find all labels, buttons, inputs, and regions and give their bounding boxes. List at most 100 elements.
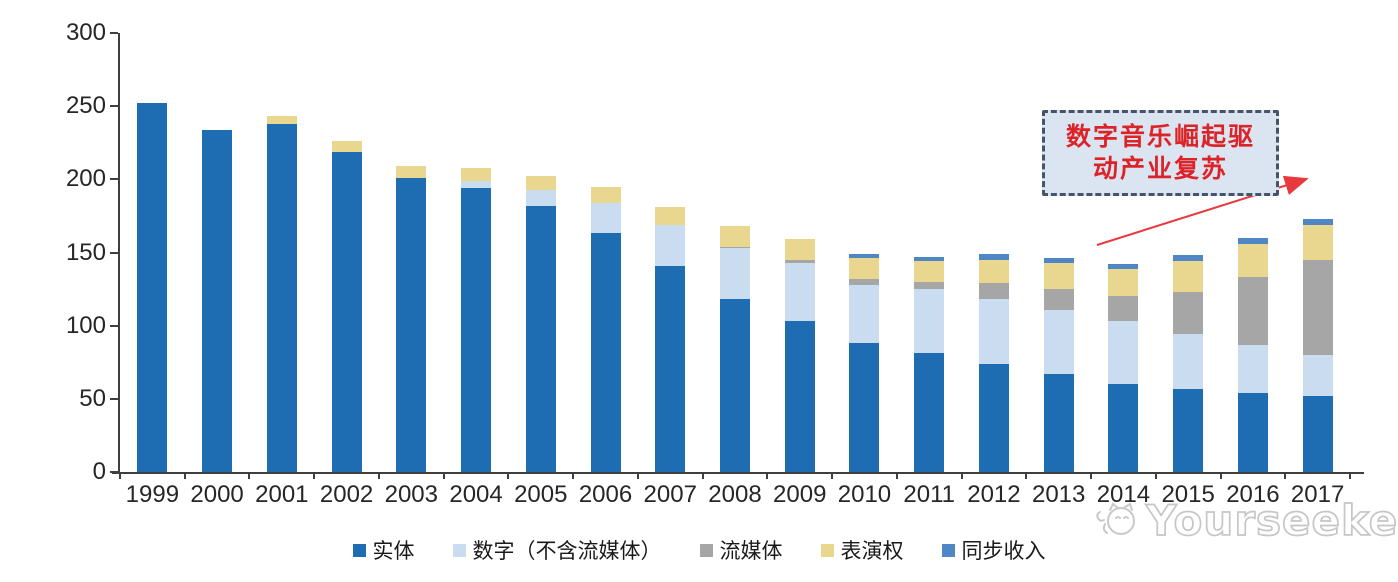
x-axis-tick	[895, 472, 898, 479]
bar-segment	[525, 189, 556, 206]
x-axis-tick	[1025, 472, 1028, 479]
bar-segment	[1302, 259, 1333, 355]
x-axis-tick	[442, 472, 445, 479]
x-axis-label: 2007	[643, 481, 697, 508]
y-axis-tick	[110, 32, 118, 34]
bar-segment	[590, 233, 621, 472]
bar-column-2008	[720, 226, 750, 472]
bar-segment	[784, 259, 815, 263]
bar-segment	[784, 321, 815, 472]
legend-swatch-icon	[352, 543, 366, 557]
x-axis-tick	[1090, 472, 1093, 479]
bar-segment	[1043, 309, 1074, 374]
y-axis-label: 0	[92, 458, 106, 485]
x-axis-label: 2009	[773, 481, 827, 508]
legend-label: 表演权	[840, 540, 904, 563]
bar-segment	[461, 180, 492, 189]
bar-segment	[849, 254, 880, 259]
x-axis-label: 2010	[837, 481, 892, 508]
bar-column-2005	[525, 176, 556, 472]
bar-column-2012	[978, 254, 1009, 472]
bar-segment	[720, 226, 750, 247]
y-axis-tick	[110, 251, 118, 254]
y-axis-label: 200	[65, 165, 106, 193]
y-axis-tick	[110, 397, 118, 400]
y-axis-tick	[110, 324, 118, 327]
x-axis-label: 2017	[1290, 481, 1345, 508]
legend-item: 流媒体	[699, 535, 783, 565]
bar-segment	[1108, 384, 1139, 472]
bar-column-2010	[849, 254, 880, 472]
bar-segment	[914, 289, 945, 354]
x-axis-label: 2000	[190, 481, 244, 508]
bar-segment	[1173, 255, 1204, 262]
y-axis-label: 150	[65, 238, 106, 266]
x-axis-label: 2011	[903, 481, 955, 508]
y-axis-tick	[110, 178, 118, 181]
bar-segment	[720, 246, 750, 249]
bar-segment	[1173, 388, 1204, 472]
legend-item: 实体	[352, 535, 415, 565]
bar-segment	[1237, 392, 1268, 472]
x-axis-label: 1999	[125, 481, 180, 508]
bar-segment	[1108, 264, 1139, 269]
bar-segment	[1108, 296, 1139, 322]
bar-segment	[914, 281, 945, 290]
bar-column-2009	[784, 239, 815, 472]
x-axis-label: 2014	[1096, 481, 1151, 508]
legend: 实体 数字（不含流媒体） 流媒体 表演权 同步收入	[0, 535, 1398, 565]
bar-segment	[396, 166, 427, 178]
x-axis-label: 2013	[1031, 481, 1086, 508]
bar-column-2011	[914, 256, 945, 472]
bar-column-2013	[1043, 258, 1074, 472]
bar-segment	[1108, 321, 1139, 385]
bar-segment	[978, 363, 1009, 472]
bar-segment	[331, 141, 362, 152]
legend-label: 流媒体	[719, 540, 783, 563]
bar-segment	[266, 123, 297, 472]
bar-segment	[655, 224, 686, 266]
bar-segment	[1173, 292, 1204, 335]
x-axis-label: 2002	[319, 481, 374, 508]
x-axis-tick	[1349, 472, 1351, 479]
bar-segment	[525, 205, 556, 472]
legend-item: 数字（不含流媒体）	[452, 535, 662, 565]
x-axis-label: 2005	[514, 481, 568, 508]
legend-item: 同步收入	[941, 535, 1046, 565]
x-axis-tick	[183, 472, 186, 479]
bar-segment	[1043, 289, 1074, 310]
bar-segment	[1108, 268, 1139, 297]
bar-segment	[1237, 277, 1268, 345]
bar-segment	[1173, 261, 1204, 293]
bar-column-2003	[396, 166, 427, 472]
bar-column-2007	[655, 207, 686, 472]
x-axis-label: 2008	[708, 481, 762, 508]
y-axis-label: 100	[65, 311, 106, 339]
bar-segment	[655, 265, 686, 472]
bar-segment	[1043, 373, 1074, 472]
bar-segment	[849, 258, 880, 279]
annotation-line-1: 数字音乐崛起驱	[1065, 122, 1255, 151]
legend-swatch-icon	[820, 543, 834, 557]
x-axis-label: 2016	[1226, 481, 1280, 508]
bar-column-2004	[461, 167, 492, 472]
bar-segment	[1237, 243, 1268, 278]
x-axis-tick	[313, 472, 316, 479]
x-axis-label: 2006	[578, 481, 633, 508]
bar-segment	[137, 103, 168, 472]
annotation-line-2: 动产业复苏	[1092, 155, 1228, 183]
bar-segment	[784, 262, 815, 322]
bar-column-2002	[331, 141, 362, 472]
x-axis-tick	[1154, 472, 1157, 479]
bar-segment	[461, 167, 492, 181]
y-axis-line	[118, 33, 120, 474]
x-axis-tick	[831, 472, 834, 479]
bar-segment	[590, 186, 621, 203]
bar-segment	[914, 353, 945, 472]
bar-segment	[978, 299, 1009, 364]
bar-segment	[849, 278, 880, 285]
x-axis-tick	[119, 472, 121, 479]
bar-segment	[849, 284, 880, 344]
plot-area: 0 50 100 150 200 250 300 1999 2000 2001 2002 2003 20…	[66, 20, 1364, 508]
x-axis-tick	[377, 472, 380, 479]
